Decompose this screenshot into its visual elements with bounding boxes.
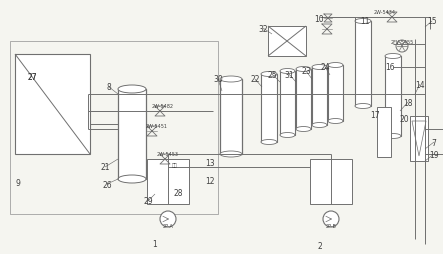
Ellipse shape xyxy=(118,86,146,94)
Text: 9: 9 xyxy=(16,178,20,187)
Text: 2P-A: 2P-A xyxy=(163,224,174,229)
Text: 21: 21 xyxy=(100,163,110,172)
Bar xyxy=(280,72,295,135)
Ellipse shape xyxy=(280,133,295,138)
Text: 17: 17 xyxy=(370,110,380,119)
Text: 22: 22 xyxy=(250,75,260,84)
Text: 27: 27 xyxy=(27,73,37,82)
Text: 2W-5482: 2W-5482 xyxy=(152,104,174,109)
Text: 2FV-5455: 2FV-5455 xyxy=(390,39,414,44)
Ellipse shape xyxy=(385,134,401,139)
Circle shape xyxy=(160,211,176,227)
Text: 25: 25 xyxy=(267,70,277,79)
Bar xyxy=(355,22,371,107)
Bar xyxy=(10,42,218,214)
Ellipse shape xyxy=(385,54,401,59)
Ellipse shape xyxy=(261,140,277,145)
Ellipse shape xyxy=(355,19,371,24)
Ellipse shape xyxy=(355,104,371,109)
Text: 29: 29 xyxy=(143,197,153,206)
Text: 8: 8 xyxy=(107,83,111,92)
Text: 20: 20 xyxy=(399,114,409,123)
Text: 14: 14 xyxy=(415,80,425,89)
Text: 用户: 用户 xyxy=(172,162,178,167)
Bar xyxy=(296,70,311,130)
Text: 2W-5453: 2W-5453 xyxy=(157,152,179,157)
Text: 31: 31 xyxy=(284,70,294,79)
Text: 7: 7 xyxy=(431,138,436,147)
Text: 12: 12 xyxy=(205,176,215,185)
Bar xyxy=(310,159,352,204)
Text: 26: 26 xyxy=(102,180,112,189)
Ellipse shape xyxy=(220,77,242,83)
Text: 13: 13 xyxy=(205,158,215,167)
Text: 23: 23 xyxy=(301,67,311,76)
Text: 1: 1 xyxy=(153,240,157,248)
Ellipse shape xyxy=(280,69,295,74)
Bar xyxy=(377,108,391,157)
Circle shape xyxy=(323,211,339,227)
Text: 2P-B: 2P-B xyxy=(326,224,336,229)
Ellipse shape xyxy=(118,175,146,183)
Text: 16: 16 xyxy=(385,63,395,72)
Bar xyxy=(410,117,428,161)
Text: 15: 15 xyxy=(427,18,437,26)
Ellipse shape xyxy=(312,65,327,70)
Bar xyxy=(15,55,90,154)
Bar xyxy=(312,68,327,125)
Ellipse shape xyxy=(296,67,311,72)
Bar xyxy=(118,90,146,179)
Bar xyxy=(147,159,189,204)
Bar xyxy=(328,66,343,121)
Text: 27: 27 xyxy=(27,73,37,82)
Bar xyxy=(385,57,401,136)
Bar xyxy=(261,75,277,142)
Text: 24: 24 xyxy=(320,63,330,72)
Ellipse shape xyxy=(328,63,343,68)
Text: 19: 19 xyxy=(429,150,439,159)
Ellipse shape xyxy=(312,123,327,128)
Bar xyxy=(268,27,306,57)
Text: 11: 11 xyxy=(360,18,370,26)
Text: 2W-5434: 2W-5434 xyxy=(374,10,396,15)
Text: 2: 2 xyxy=(318,242,323,250)
Text: 32: 32 xyxy=(258,24,268,33)
Ellipse shape xyxy=(328,119,343,124)
Text: 18: 18 xyxy=(403,98,413,107)
Ellipse shape xyxy=(220,151,242,157)
Ellipse shape xyxy=(261,72,277,77)
Text: 2W-5451: 2W-5451 xyxy=(146,124,168,129)
Text: 28: 28 xyxy=(173,189,183,198)
Bar xyxy=(220,80,242,154)
Text: 30: 30 xyxy=(213,75,223,84)
Ellipse shape xyxy=(296,127,311,132)
Text: 10: 10 xyxy=(314,15,324,24)
